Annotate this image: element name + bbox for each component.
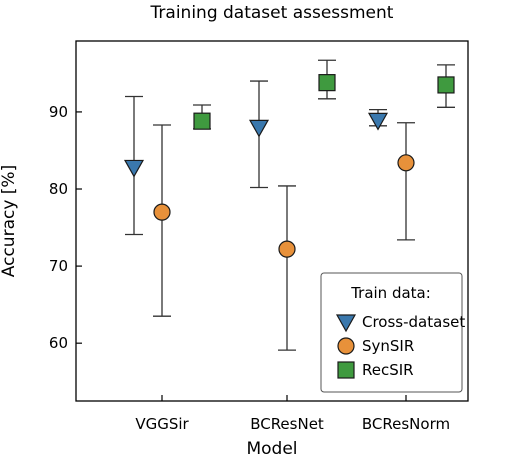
legend-marker-recsir [337,361,355,379]
point-cross-dataset-bcresnorm [367,112,389,131]
point-recsir-vggsir [193,112,211,130]
point-cross-dataset-bcresnet [248,119,270,138]
legend-label-synsir: SynSIR [362,337,414,355]
y-tick-label-90: 90 [49,103,68,121]
data-markers [123,74,455,258]
legend: Train data: Cross-dataset SynSIR RecSIR [320,272,465,393]
x-axis-label: Model [246,439,297,459]
chart-title: Training dataset assessment [150,3,394,23]
plot-frame [75,40,469,402]
legend-label-cross-dataset: Cross-dataset [362,313,465,331]
point-recsir-bcresnorm [437,76,455,94]
x-tick-label-bcresnet: BCResNet [250,415,324,433]
point-synsir-bcresnorm [397,154,415,172]
x-tick-label-bcresnorm: BCResNorm [362,415,450,433]
y-tick-label-60: 60 [49,334,68,352]
y-axis: 60 70 80 90 [49,103,82,352]
point-cross-dataset-vggsir [123,159,145,178]
legend-marker-synsir [337,337,355,355]
point-synsir-vggsir [153,203,171,221]
y-axis-label: Accuracy [%] [0,165,19,277]
legend-title: Train data: [350,284,431,302]
point-synsir-bcresnet [278,240,296,258]
legend-marker-cross-dataset [335,314,357,333]
legend-box [320,272,463,393]
legend-label-recsir: RecSIR [362,361,414,379]
y-tick-label-80: 80 [49,180,68,198]
point-recsir-bcresnet [318,74,336,92]
x-tick-label-vggsir: VGGSir [135,415,189,433]
x-axis: VGGSir BCResNet BCResNorm [135,395,450,433]
y-tick-label-70: 70 [49,257,68,275]
